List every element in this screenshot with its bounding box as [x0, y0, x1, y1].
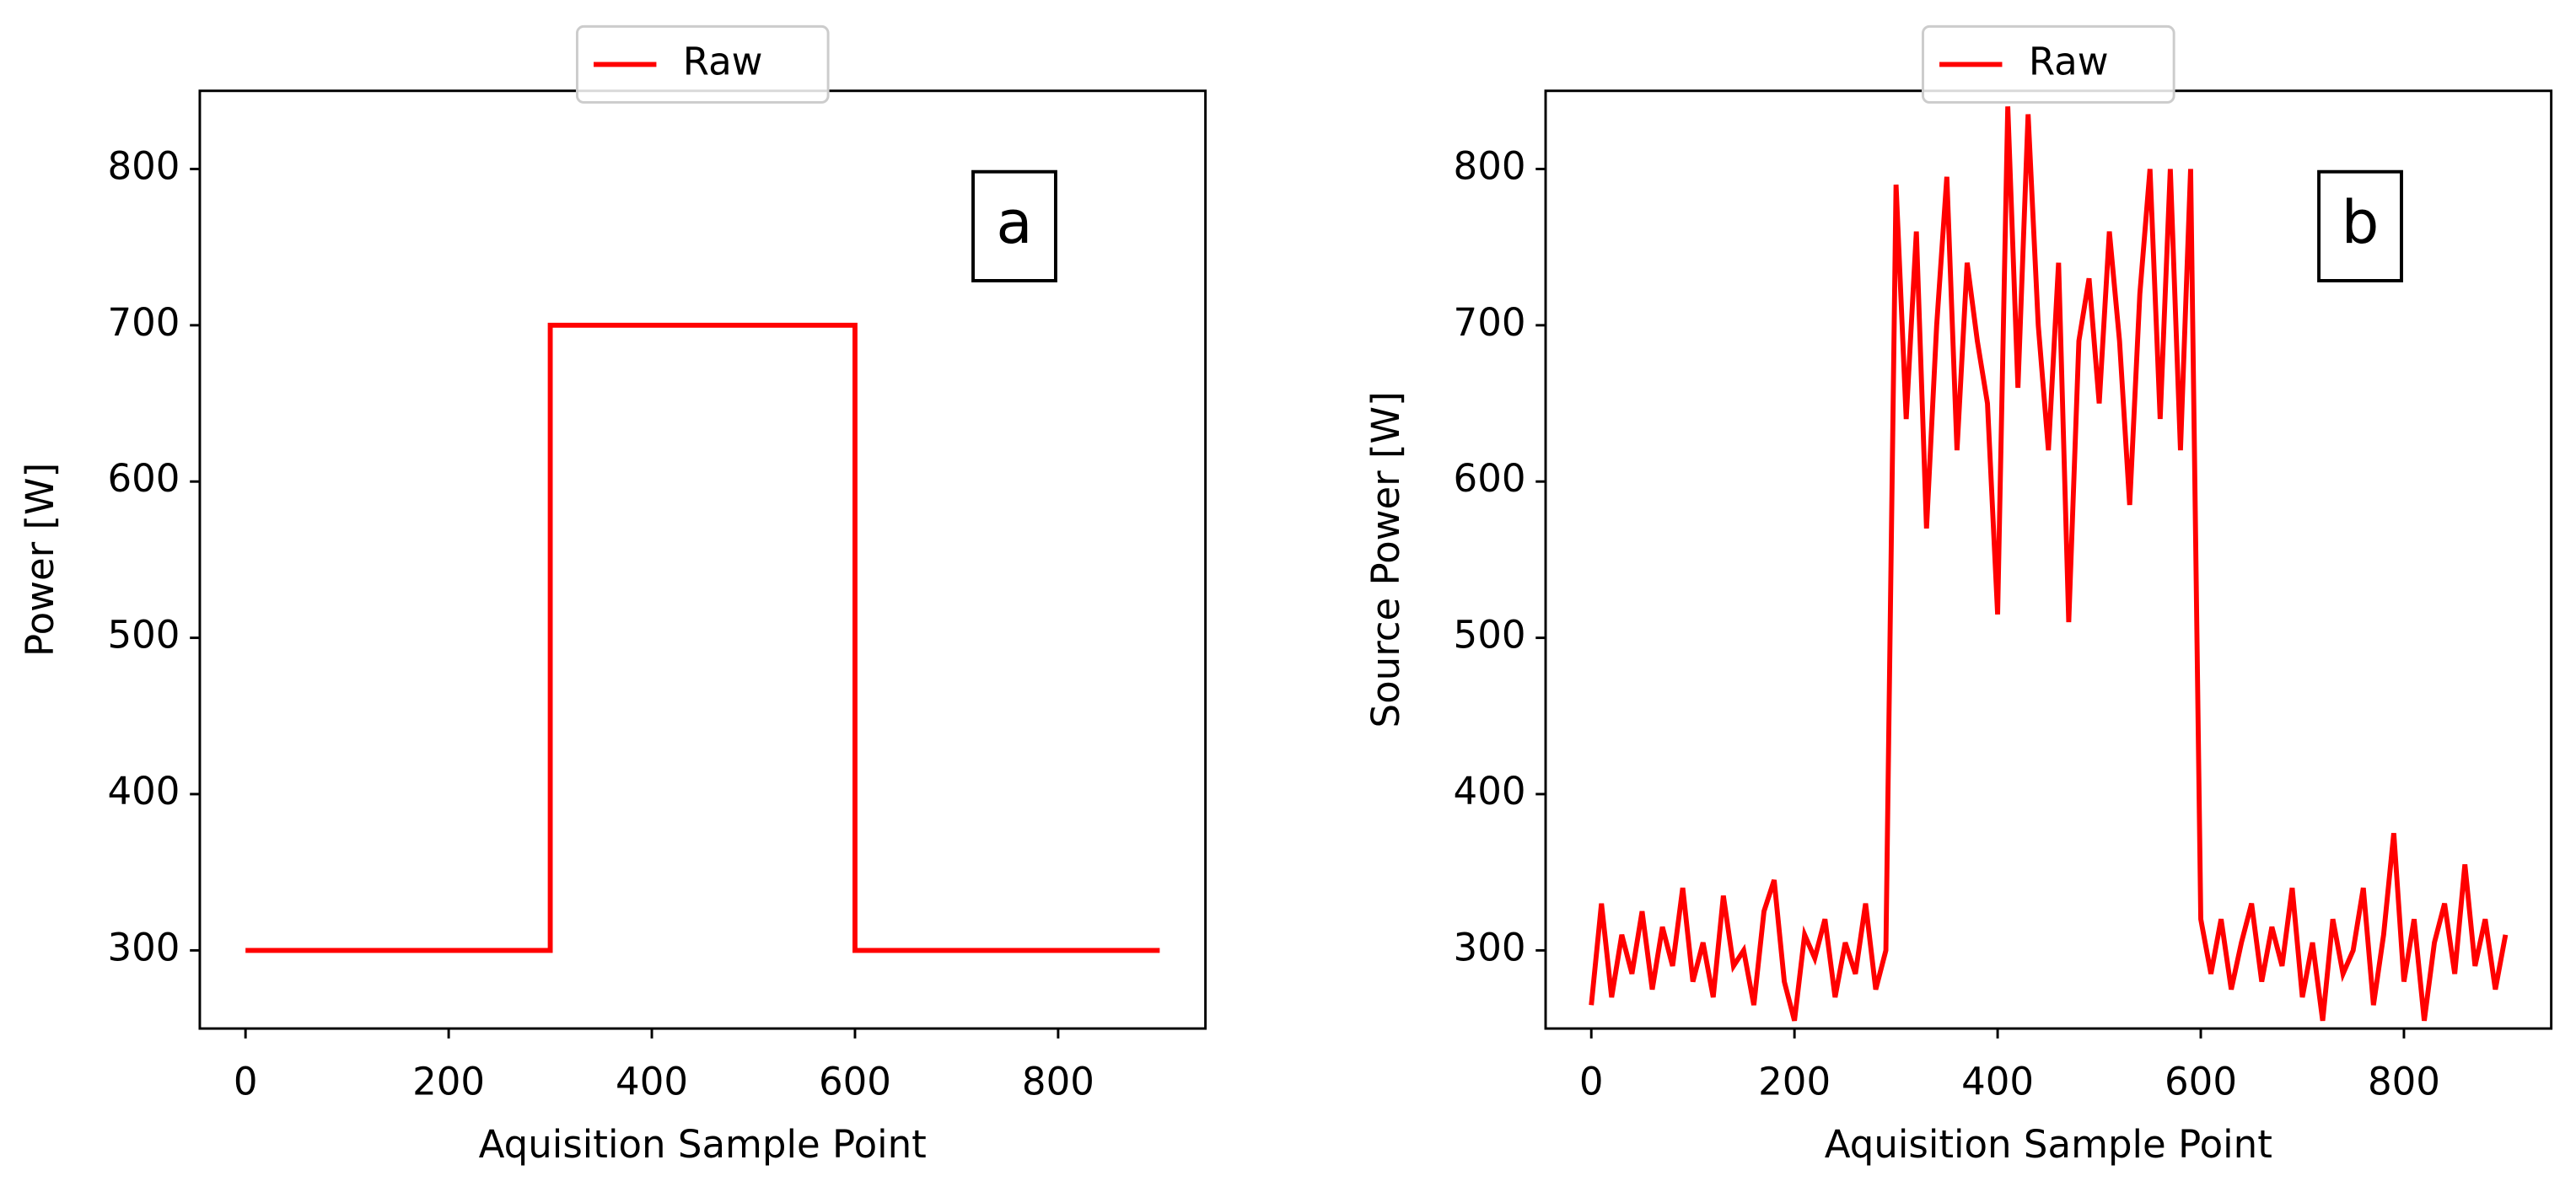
x-tick-label: 600	[819, 1060, 891, 1104]
x-tick-label: 600	[2165, 1060, 2237, 1104]
x-tick-label: 400	[616, 1060, 688, 1104]
legend-box	[1922, 24, 2175, 104]
y-axis-label: Source Power [W]	[1363, 391, 1408, 728]
y-tick-label: 700	[108, 300, 180, 345]
legend-label: Raw	[2029, 39, 2109, 83]
legend-label: Raw	[683, 39, 763, 83]
x-tick-label: 0	[1579, 1060, 1604, 1104]
y-tick-label: 800	[1454, 143, 1526, 188]
y-tick-label: 300	[108, 925, 180, 969]
x-tick-label: 0	[234, 1060, 258, 1104]
y-tick-label: 800	[108, 143, 180, 188]
data-line	[1589, 106, 2509, 1022]
y-axis-label: Power [W]	[18, 463, 62, 657]
y-tick-label: 600	[108, 456, 180, 501]
x-tick-label: 200	[1758, 1060, 1831, 1104]
x-tick-label: 800	[1022, 1060, 1094, 1104]
y-tick-label: 400	[108, 769, 180, 813]
y-tick-label: 300	[1454, 925, 1526, 969]
annotation-box	[2317, 169, 2403, 282]
x-tick-label: 200	[412, 1060, 485, 1104]
y-tick-label: 700	[1454, 300, 1526, 345]
y-tick-label: 500	[1454, 613, 1526, 658]
x-tick-label: 400	[1961, 1060, 2034, 1104]
x-axis-label: Aquisition Sample Point	[1825, 1122, 2272, 1167]
y-tick-label: 400	[1454, 769, 1526, 813]
x-tick-label: 800	[2368, 1060, 2440, 1104]
x-axis-label: Aquisition Sample Point	[479, 1122, 927, 1167]
annotation: b	[2342, 188, 2380, 257]
y-tick-label: 600	[1454, 456, 1526, 501]
y-tick-label: 500	[108, 613, 180, 658]
annotation: a	[996, 188, 1032, 257]
data-line	[245, 322, 1160, 953]
annotation-box	[971, 169, 1057, 282]
legend-box	[575, 24, 830, 104]
